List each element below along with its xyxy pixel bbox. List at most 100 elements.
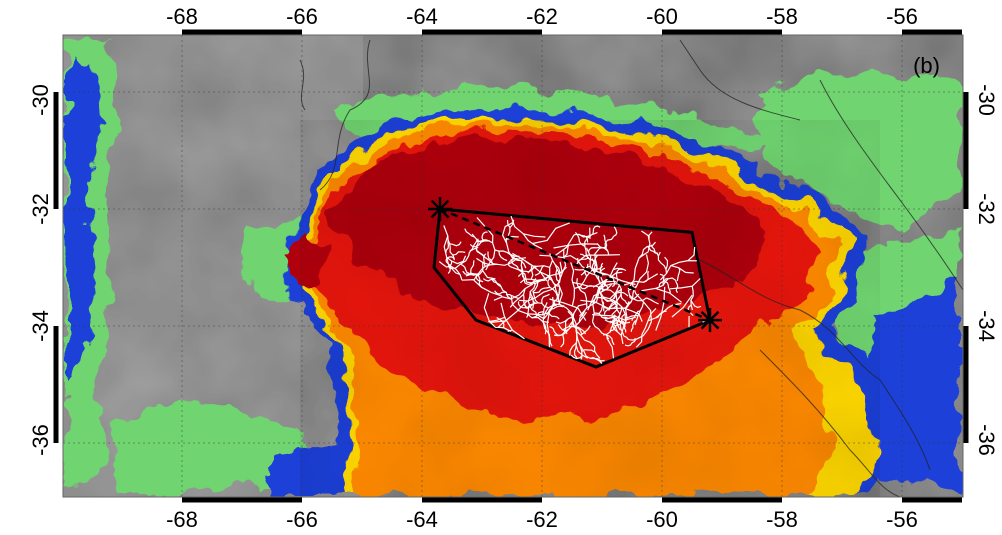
left-tick-label: -36	[28, 424, 53, 456]
lightning-channel	[509, 288, 526, 308]
coastlines	[299, 39, 963, 497]
lightning-channel	[618, 318, 631, 325]
lightning-channel	[624, 339, 637, 347]
lightning-channel	[447, 235, 455, 260]
bottom-tick-label: -62	[526, 507, 558, 532]
lightning-channel	[620, 301, 630, 345]
lightning-channel	[595, 296, 618, 307]
lightning-channel	[496, 316, 505, 328]
lightning-channel	[527, 283, 536, 307]
lightning-channel	[557, 261, 563, 305]
lightning-channel	[570, 262, 576, 307]
left-tick-label: -34	[28, 310, 53, 342]
right-tick-label: -36	[974, 424, 999, 456]
lightning-channel	[675, 280, 679, 294]
lightning-channel	[584, 267, 608, 276]
top-tick-label: -60	[646, 4, 678, 29]
bottom-tick-label: -60	[646, 507, 678, 532]
lightning-channels	[438, 215, 710, 364]
lightning-channel	[650, 244, 659, 257]
lightning-channel	[635, 321, 652, 340]
lightning-channel	[623, 335, 636, 341]
lightning-channel	[594, 312, 617, 320]
lightning-channel	[540, 271, 559, 287]
lightning-channel	[634, 301, 645, 326]
lightning-channel	[461, 278, 503, 297]
lightning-channel	[505, 293, 519, 299]
lightning-channel	[522, 233, 543, 250]
top-tick-label: -62	[526, 4, 558, 29]
lightning-channel	[603, 234, 608, 248]
lightning-channel	[577, 257, 586, 269]
map-frame	[62, 34, 964, 498]
lightning-channel	[587, 246, 600, 253]
lightning-channel	[603, 305, 617, 310]
lightning-channel	[560, 334, 565, 348]
right-tick-label: -32	[974, 193, 999, 225]
lightning-channel	[541, 302, 548, 316]
lightning-channel	[592, 225, 601, 235]
lightning-channel	[641, 230, 651, 252]
lightning-channel	[543, 296, 554, 320]
lightning-channel	[481, 231, 488, 242]
bottom-axis-labels: -68 -66 -64 -62 -60 -58 -56	[166, 507, 918, 532]
lightning-channel	[671, 294, 693, 318]
lightning-channel	[470, 260, 475, 274]
right-axis-labels: -30 -32 -34 -36	[974, 84, 999, 456]
lightning-channel	[604, 235, 615, 256]
lightning-channel	[594, 258, 598, 272]
end-marker	[698, 308, 722, 333]
lightning-channel	[613, 226, 618, 237]
lightning-channel	[611, 316, 620, 328]
lightning-channel	[488, 316, 506, 323]
lightning-channel	[505, 219, 511, 244]
left-tick-label: -32	[28, 193, 53, 225]
lightning-channel	[655, 277, 676, 289]
lightning-channel	[445, 239, 450, 253]
lightning-channel	[655, 286, 666, 331]
lightning-channel	[552, 303, 574, 331]
lightning-channel	[545, 286, 561, 305]
lightning-channel	[615, 291, 629, 297]
top-tick-label: -56	[886, 4, 918, 29]
lightning-channel	[529, 291, 537, 304]
lightning-channel	[580, 299, 624, 310]
lightning-channel	[659, 273, 665, 286]
lightning-channel	[466, 272, 482, 288]
lightning-channel	[469, 264, 490, 276]
bottom-tick-label: -66	[286, 507, 318, 532]
lightning-channel	[507, 256, 515, 268]
lightning-channel	[510, 258, 519, 270]
lightning-channel	[611, 314, 622, 336]
lightning-channel	[519, 278, 544, 284]
lightning-channel	[489, 321, 512, 332]
lightning-channel	[483, 293, 491, 322]
lightning-channel	[485, 229, 496, 271]
lightning-channel	[627, 251, 649, 290]
lightning-channel	[476, 250, 498, 265]
lightning-channel	[579, 285, 593, 290]
lightning-channel	[640, 287, 682, 303]
lightning-channel	[527, 302, 549, 309]
lightning-channel	[615, 268, 624, 278]
lightning-channel	[620, 293, 629, 305]
lightning-channel	[598, 287, 605, 312]
bottom-tick-label: -68	[166, 507, 198, 532]
lightning-channel	[547, 312, 560, 320]
flash-extent-polygon	[432, 207, 712, 369]
lightning-channel	[529, 305, 538, 317]
lightning-channel	[612, 267, 627, 272]
lightning-channel	[532, 290, 539, 304]
lightning-channel	[542, 303, 556, 342]
top-tick-label: -64	[406, 4, 438, 29]
lightning-channel	[659, 259, 697, 281]
axis-bars	[53, 29, 969, 503]
right-tick-label: -30	[974, 84, 999, 116]
lightning-channel	[606, 334, 615, 346]
lightning-channel	[574, 271, 592, 289]
right-tick-label: -34	[974, 310, 999, 342]
lightning-channel	[493, 283, 534, 301]
lightning-channel	[501, 221, 515, 260]
storm-texture	[300, 120, 880, 497]
